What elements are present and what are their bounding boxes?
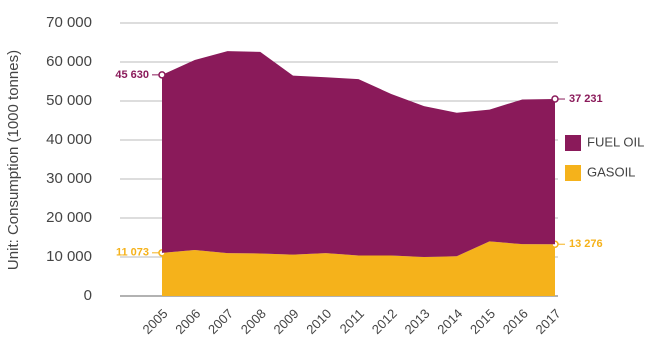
value-label: 37 231 [569,93,603,105]
legend-swatch [565,165,581,181]
x-tick-label: 2009 [270,306,301,337]
area [162,241,555,296]
point-marker [158,71,166,79]
x-tick-label: 2014 [434,306,465,337]
y-axis-label: Unit: Consumption (1000 tonnes) [5,50,22,270]
legend-swatch [565,135,581,151]
y-tick-label: 40 000 [46,131,92,148]
area [162,51,555,257]
y-tick-label: 10 000 [46,248,92,265]
x-tick-label: 2012 [369,306,400,337]
x-tick-label: 2007 [205,306,236,337]
x-tick-label: 2005 [139,306,170,337]
x-tick-label: 2016 [500,306,531,337]
x-tick-label: 2006 [172,306,203,337]
y-tick-label: 50 000 [46,92,92,109]
point-marker [551,95,559,103]
x-tick-label: 2013 [401,306,432,337]
value-label: 45 630 [115,69,149,81]
x-tick-label: 2008 [238,306,269,337]
legend-label: GASOIL [587,164,635,179]
y-tick-label: 30 000 [46,170,92,187]
legend-label: FUEL OIL [587,134,644,149]
y-tick-label: 0 [84,287,92,304]
x-tick-label: 2010 [303,306,334,337]
x-tick-label: 2017 [532,306,563,337]
y-tick-label: 70 000 [46,14,92,31]
value-label: 13 276 [569,238,603,250]
x-tick-label: 2015 [467,306,498,337]
value-label: 11 073 [116,247,149,259]
x-tick-label: 2011 [337,306,367,336]
y-tick-label: 20 000 [46,209,92,226]
y-tick-label: 60 000 [46,53,92,70]
